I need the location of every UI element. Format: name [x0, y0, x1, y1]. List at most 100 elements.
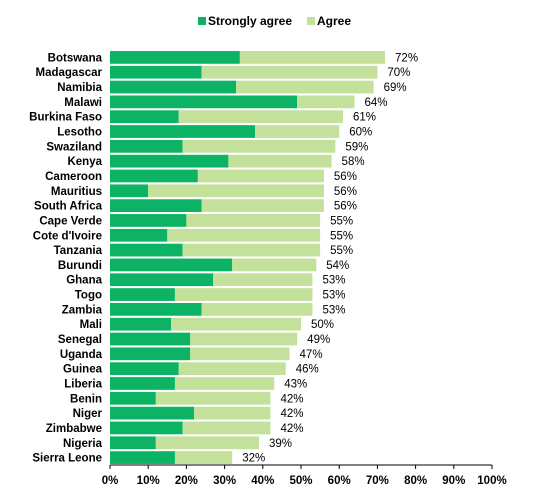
legend-swatch [198, 17, 206, 25]
bars [110, 51, 386, 464]
total-label: 56% [334, 201, 357, 213]
bar-segment [110, 406, 195, 420]
bar-segment [228, 154, 332, 168]
total-label: 69% [384, 82, 407, 94]
x-tick-label: 10% [137, 475, 160, 487]
category-label: Uganda [60, 349, 103, 361]
bar-segment [255, 125, 340, 138]
bar-segment [239, 51, 386, 64]
category-label: Togo [75, 290, 102, 302]
category-label: Nigeria [63, 438, 103, 450]
bar-segment [110, 436, 156, 450]
bar-segment [182, 421, 271, 435]
category-label: Lesotho [57, 127, 102, 139]
category-label: Cote d'Ivoire [33, 230, 102, 242]
total-label: 61% [353, 112, 376, 124]
total-label: 39% [269, 438, 292, 450]
bar-segment [171, 317, 301, 331]
bar-segment [178, 110, 344, 124]
bar-segment [201, 65, 378, 79]
total-label: 42% [280, 423, 303, 435]
bar-segment [110, 65, 202, 79]
total-label: 55% [330, 215, 353, 227]
category-label: Namibia [57, 82, 102, 94]
total-label: 42% [280, 408, 303, 420]
bar-segment [110, 421, 183, 435]
x-tick-label: 90% [442, 475, 465, 487]
category-label: Mauritius [51, 186, 102, 198]
bar-segment [110, 258, 233, 272]
x-tick-label: 80% [404, 475, 427, 487]
total-label: 53% [322, 290, 345, 302]
x-tick-label: 100% [477, 475, 506, 487]
bar-segment [236, 80, 374, 94]
bar-segment [297, 95, 355, 109]
bar-segment [110, 377, 175, 390]
bar-segment [167, 228, 321, 242]
category-label: Zambia [62, 304, 103, 316]
x-tick-label: 70% [366, 475, 389, 487]
bar-segment [174, 377, 275, 390]
bar-segment [232, 258, 317, 272]
total-label: 42% [280, 393, 303, 405]
bar-segment [110, 303, 202, 316]
total-label: 55% [330, 230, 353, 242]
bar-segment [110, 288, 175, 301]
bar-segment [110, 169, 198, 183]
bar-segment [110, 273, 214, 287]
category-label: Burundi [58, 260, 102, 272]
bar-segment [201, 303, 313, 316]
category-label: Burkina Faso [29, 112, 102, 124]
bar-segment [110, 228, 168, 242]
bar-segment [155, 391, 271, 405]
bar-segment [110, 184, 149, 198]
bar-segment [201, 199, 324, 212]
bar-segment [174, 451, 233, 464]
bar-segment [110, 317, 172, 331]
bar-segment [110, 347, 191, 361]
total-label: 55% [330, 245, 353, 257]
legend-label: Strongly agree [208, 14, 292, 28]
total-label: 60% [349, 127, 372, 139]
bar-segment [155, 436, 259, 450]
x-tick-label: 20% [175, 475, 198, 487]
bar-segment [110, 214, 187, 227]
total-label: 32% [242, 453, 265, 465]
category-label: Senegal [58, 334, 102, 346]
total-label: 49% [307, 334, 330, 346]
bar-segment [110, 139, 183, 153]
bar-segment [174, 288, 313, 301]
bar-segment [110, 110, 179, 124]
x-tick-label: 0% [102, 475, 119, 487]
bar-segment [194, 406, 271, 420]
total-label: 64% [364, 97, 387, 109]
category-label: Tanzania [54, 245, 103, 257]
bar-segment [110, 451, 175, 464]
bar-segment [213, 273, 313, 287]
bar-segment [190, 347, 290, 361]
total-label: 53% [322, 304, 345, 316]
total-label: 70% [387, 67, 410, 79]
total-label: 58% [342, 156, 365, 168]
bar-segment [110, 199, 202, 212]
total-label: 46% [296, 364, 319, 376]
category-label: Malawi [64, 97, 102, 109]
bar-segment [178, 362, 286, 376]
total-label: 59% [345, 141, 368, 153]
x-axis: 0% 10% 20% 30% 40% 50% 60% 70% 80% 90% 100% [102, 464, 507, 487]
category-labels: Botswana Madagascar Namibia Malawi Burkina F… [29, 52, 102, 464]
total-label: 50% [311, 319, 334, 331]
total-label: 56% [334, 186, 357, 198]
total-label: 47% [300, 349, 323, 361]
category-label: Mali [80, 319, 102, 331]
bar-segment [110, 154, 229, 168]
category-label: Sierra Leone [32, 453, 102, 465]
total-labels: 72% 70% 69% 64% 61% 60% 59% 58% 56% 56% 56% 55% 55% 5… [242, 52, 418, 464]
bar-segment [110, 51, 240, 64]
bar-segment [110, 125, 256, 138]
total-label: 56% [334, 171, 357, 183]
legend: Strongly agree Agree [198, 14, 351, 28]
category-label: Niger [73, 408, 103, 420]
x-tick-label: 50% [289, 475, 312, 487]
